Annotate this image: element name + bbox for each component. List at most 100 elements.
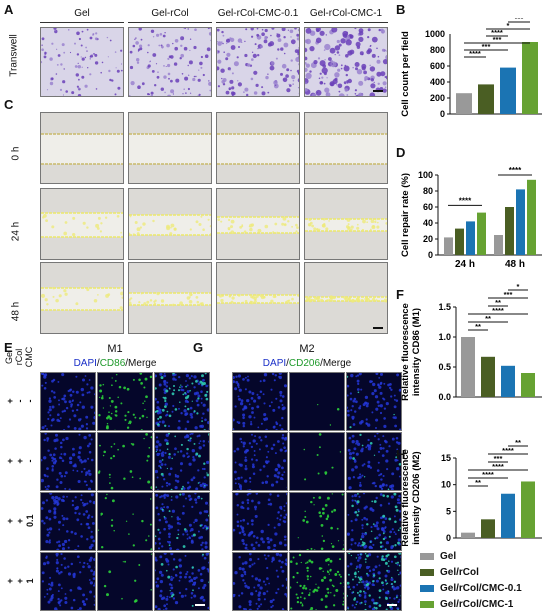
migrated-cell <box>84 56 87 59</box>
legend-swatch <box>420 584 434 592</box>
migrated-cell <box>261 28 264 31</box>
migrated-cell <box>189 49 191 51</box>
migrated-cell <box>206 47 211 52</box>
fluorescence-image <box>97 492 153 551</box>
migrated-cell <box>193 75 196 78</box>
wound-image <box>216 262 300 334</box>
migrated-cell <box>204 54 209 58</box>
migrated-cell <box>92 34 94 36</box>
migrated-cell <box>323 82 326 85</box>
migrated-cell <box>167 94 172 96</box>
fluorescence-image <box>289 372 345 431</box>
migrated-cell <box>86 28 89 31</box>
bar <box>516 189 525 255</box>
migrated-cell <box>285 74 289 78</box>
migrated-cell <box>71 91 75 95</box>
migrated-cell <box>51 42 54 45</box>
migrated-cell <box>357 92 364 96</box>
migrated-cell <box>325 92 331 96</box>
migrated-cell <box>208 32 211 36</box>
fluorescence-image <box>289 492 345 551</box>
migrated-cell <box>305 62 307 65</box>
cd206-label: CD206 <box>288 358 321 369</box>
panel-label-c: C <box>4 97 14 112</box>
migrated-cell <box>367 36 370 39</box>
migrated-cell <box>358 28 364 33</box>
significance-label: **** <box>469 49 481 58</box>
migrated-cell <box>342 33 348 38</box>
migrated-cell <box>344 64 347 67</box>
migrated-cell <box>159 33 163 36</box>
y-tick-label: 1.5 <box>438 302 451 312</box>
migrated-cell <box>75 73 79 77</box>
migrated-cell <box>86 96 89 97</box>
migrated-cell <box>377 55 380 58</box>
migrated-cell <box>138 28 142 31</box>
migrated-cell <box>76 31 80 36</box>
migrated-cell <box>384 86 387 88</box>
bar <box>500 67 516 114</box>
panel-label-d: D <box>396 145 406 160</box>
migrated-cell <box>174 39 179 43</box>
m2-title: M2 <box>299 343 315 355</box>
migrated-cell <box>115 67 117 69</box>
fluorescence-image <box>40 552 96 611</box>
legend-item: Gel/rCol/CMC-0.1 <box>420 580 548 596</box>
wound-image <box>128 112 212 184</box>
migrated-cell <box>241 41 243 43</box>
fluorescence-image <box>40 492 96 551</box>
migrated-cell <box>238 46 240 48</box>
migrated-cell <box>244 40 246 43</box>
y-tick-label: 10 <box>441 480 451 490</box>
migrated-cell <box>157 71 159 73</box>
y-tick-label: 400 <box>430 77 445 87</box>
migrated-cell <box>247 63 251 67</box>
y-tick-label: 5 <box>446 506 451 516</box>
condition-mark: + <box>15 578 25 584</box>
migrated-cell <box>106 36 109 39</box>
bar <box>461 532 475 538</box>
migrated-cell <box>91 54 93 56</box>
migrated-cell <box>286 68 290 72</box>
migrated-cell <box>147 44 150 47</box>
column-underline <box>304 22 388 23</box>
migrated-cell <box>200 55 203 59</box>
migrated-cell <box>276 33 281 38</box>
migrated-cell <box>198 93 201 96</box>
bar <box>521 373 535 397</box>
column-header-gel: Gel <box>74 8 90 19</box>
migrated-cell <box>386 28 387 30</box>
migrated-cell <box>63 68 65 70</box>
migrated-cell <box>137 85 141 89</box>
migrated-cell <box>166 43 170 48</box>
migrated-cell <box>343 65 350 72</box>
group-label-rcol: rCol <box>14 348 24 366</box>
wound-image <box>40 188 124 260</box>
migrated-cell <box>292 83 294 85</box>
migrated-cell <box>329 47 336 54</box>
migrated-cell <box>217 28 220 32</box>
migrated-cell <box>361 63 367 69</box>
migrated-cell <box>132 44 136 48</box>
migrated-cell <box>358 36 364 42</box>
migrated-cell <box>343 81 347 85</box>
bar <box>455 228 464 255</box>
migrated-cell <box>229 37 232 40</box>
migrated-cell <box>74 42 76 45</box>
migrated-cell <box>376 47 378 50</box>
migrated-cell <box>263 39 268 44</box>
migrated-cell <box>355 67 358 71</box>
migrated-cell <box>280 47 284 51</box>
migrated-cell <box>340 64 343 67</box>
migrated-cell <box>94 53 98 57</box>
transwell-image-cmc-01 <box>216 27 300 97</box>
migrated-cell <box>54 95 56 96</box>
migrated-cell <box>361 53 364 56</box>
fluorescence-image <box>40 372 96 431</box>
migrated-cell <box>150 91 154 95</box>
migrated-cell <box>243 91 245 93</box>
bar <box>444 237 453 255</box>
column-underline <box>128 22 212 23</box>
migrated-cell <box>174 46 178 51</box>
